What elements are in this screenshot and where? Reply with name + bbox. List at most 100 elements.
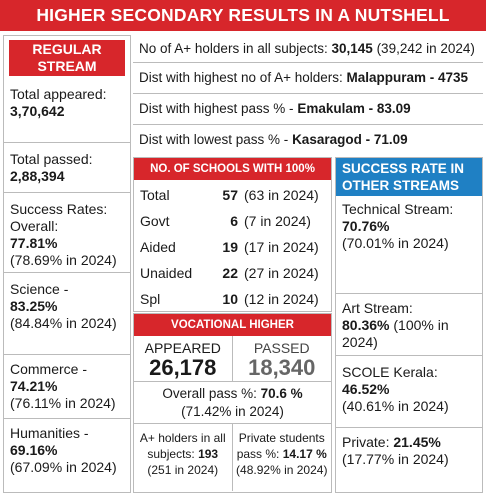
block: PASSED 18,340: [233, 336, 332, 381]
other-streams-items-note: (100% in 2024): [342, 317, 449, 350]
schools-rows: (12 in 2024): [244, 291, 319, 307]
block: APPEARED 26,178: [134, 336, 233, 381]
vocational-aplus-label: A+ holders in all subjects:: [139, 431, 226, 461]
vocational-appeared-label: APPEARED: [144, 340, 221, 356]
schools-rows: (63 in 2024): [244, 187, 319, 203]
other-streams-items-note: (70.01% in 2024): [342, 235, 449, 251]
schools-rows: (7 in 2024): [244, 213, 311, 229]
vocational-passed-label: PASSED: [253, 340, 310, 356]
vocational-appeared-value: 26,178: [149, 355, 217, 380]
regular-stream: REGULAR STREAM Total appeared: 3,70,642 T…: [3, 35, 131, 493]
vocational-counts: APPEARED 26,178 PASSED 18,340: [134, 336, 331, 382]
regular-items-note: (67.09% in 2024): [10, 459, 117, 475]
school-row: Unaided 22 (27 in 2024): [134, 260, 331, 286]
regular-items-label: Total passed:: [10, 151, 93, 167]
regular-items-label: Commerce -: [10, 361, 88, 377]
stat-cell: Dist with highest pass % - Emakulam - 83…: [133, 94, 483, 125]
school-row: Aided 19 (17 in 2024): [134, 234, 331, 260]
other-streams-items-value: 46.52%: [342, 381, 390, 397]
other-streams-items-label: Art Stream:: [342, 300, 413, 316]
stat-cell: SCOLE Kerala: 46.52% (40.61% in 2024): [336, 356, 482, 428]
other-streams-items-value: 70.76%: [342, 218, 390, 234]
stat-cell: Total passed: 2,88,394: [4, 143, 130, 193]
vocational-overall-note: (71.42% in 2024): [181, 404, 284, 419]
school-row: Spl schools 10 (12 in 2024): [134, 286, 331, 333]
regular-items-value: 74.21%: [10, 378, 58, 394]
regular-items-note: (84.84% in 2024): [10, 315, 117, 331]
top-stats-value: 30,145: [331, 41, 373, 56]
other-streams-items-value: 80.36%: [342, 317, 390, 333]
stat-cell: No of A+ holders in all subjects: 30,145…: [133, 35, 483, 63]
top-stats-value: Kasaragod - 71.09: [292, 132, 408, 147]
top-stats-label: Dist with highest no of A+ holders:: [139, 70, 343, 85]
schools-rows: Spl schools: [140, 291, 187, 333]
vocational-heading: VOCATIONAL HIGHER SECONDARY: [134, 314, 331, 353]
stat-cell: Dist with lowest pass % - Kasaragod - 71…: [133, 125, 483, 155]
regular-items-note: (76.11% in 2024): [10, 395, 116, 411]
other-streams-items-value: 21.45%: [393, 434, 441, 450]
schools-heading: NO. OF SCHOOLS WITH 100% PASS: [134, 158, 331, 197]
regular-items-value: 69.16%: [10, 442, 58, 458]
school-row: Govt 6 (7 in 2024): [134, 208, 331, 234]
top-stats-label: Dist with highest pass % -: [139, 101, 294, 116]
stat-cell: Commerce -74.21% (76.11% in 2024): [4, 355, 130, 419]
schools-rows: 22: [222, 265, 238, 281]
vocational-private-note: (48.92% in 2024): [236, 463, 328, 477]
top-stats-value: Malappuram - 4735: [346, 70, 469, 85]
stat-cell: Art Stream: 80.36% (100% in 2024): [336, 294, 482, 356]
block: Private students pass %: 14.17 % (48.92% …: [233, 424, 332, 491]
other-streams-items-label: Technical Stream:: [342, 201, 454, 217]
regular-heading: REGULAR STREAM: [9, 40, 125, 76]
block: A+ holders in all subjects: 193 (251 in 2…: [134, 424, 233, 491]
other-streams: SUCCESS RATE IN OTHER STREAMS Technical …: [335, 157, 483, 493]
block: Overall pass %: 70.6 % (71.42% in 2024): [134, 382, 331, 424]
schools-rows: 10: [222, 291, 238, 307]
vocational-aplus-note: (251 in 2024): [147, 463, 219, 477]
vocational-aplus-value: 193: [198, 447, 219, 461]
schools-rows: Aided: [140, 239, 176, 255]
stat-cell: Humanities -69.16% (67.09% in 2024): [4, 419, 130, 479]
regular-items-label: Success Rates: Overall:: [10, 201, 108, 234]
top-stats-label: Dist with lowest pass % -: [139, 132, 289, 147]
block: A+ holders in all subjects: 193 (251 in 2…: [134, 424, 331, 491]
stat-cell: Success Rates: Overall: 77.81% (78.69% in …: [4, 193, 130, 273]
other-heading: SUCCESS RATE IN OTHER STREAMS: [336, 158, 482, 196]
title: HIGHER SECONDARY RESULTS IN A NUTSHELL: [0, 0, 486, 31]
stat-cell: Technical Stream: 70.76% (70.01% in 2024): [336, 196, 482, 294]
top-stats-note: (39,242 in 2024): [376, 41, 475, 56]
schools-rows: Total: [140, 187, 170, 203]
schools-table: NO. OF SCHOOLS WITH 100% PASS Total 57 (63…: [133, 157, 332, 333]
schools-rows: Total 57 (63 in 2024) Govt 6 (7 in 2024) Aided…: [134, 180, 331, 333]
vocational-private-label: Private students pass %:: [236, 431, 325, 461]
vocational-overall-label: Overall pass %:: [162, 386, 257, 401]
schools-rows: Govt: [140, 213, 170, 229]
regular-items-value: 77.81%: [10, 235, 58, 251]
top-stats-value: Emakulam - 83.09: [297, 101, 411, 116]
schools-rows: 19: [222, 239, 238, 255]
schools-rows: 6: [230, 213, 238, 229]
stat-cell: Private: 21.45% (17.77% in 2024): [336, 428, 482, 490]
regular-items-label: Science -: [10, 281, 69, 297]
other-streams-items-label: Private:: [342, 434, 390, 450]
top-stats: No of A+ holders in all subjects: 30,145…: [133, 35, 483, 155]
vocational: VOCATIONAL HIGHER SECONDARY APPEARED 26,1…: [133, 313, 332, 493]
vocational-overall-value: 70.6 %: [260, 386, 303, 401]
regular-items-label: Humanities -: [10, 425, 89, 441]
vocational-passed-value: 18,340: [248, 355, 316, 380]
schools-rows: (27 in 2024): [244, 265, 319, 281]
other-streams-items-note: (17.77% in 2024): [342, 451, 449, 467]
other-streams-items-label: SCOLE Kerala:: [342, 364, 438, 380]
top-stats-label: No of A+ holders in all subjects:: [139, 41, 328, 56]
regular-items-label: Total appeared:: [10, 86, 107, 102]
stat-cell: Total appeared: 3,70,642: [4, 80, 130, 143]
regular-items-value: 83.25%: [10, 298, 58, 314]
stat-cell: Dist with highest no of A+ holders: Mala…: [133, 63, 483, 94]
vocational-private-value: 14.17 %: [282, 447, 327, 461]
regular-items-value: 3,70,642: [10, 103, 65, 119]
regular-items-note: (78.69% in 2024): [10, 252, 117, 268]
schools-rows: 57: [222, 187, 238, 203]
stat-cell: Science -83.25% (84.84% in 2024): [4, 273, 130, 355]
other-streams-items-note: (40.61% in 2024): [342, 398, 449, 414]
